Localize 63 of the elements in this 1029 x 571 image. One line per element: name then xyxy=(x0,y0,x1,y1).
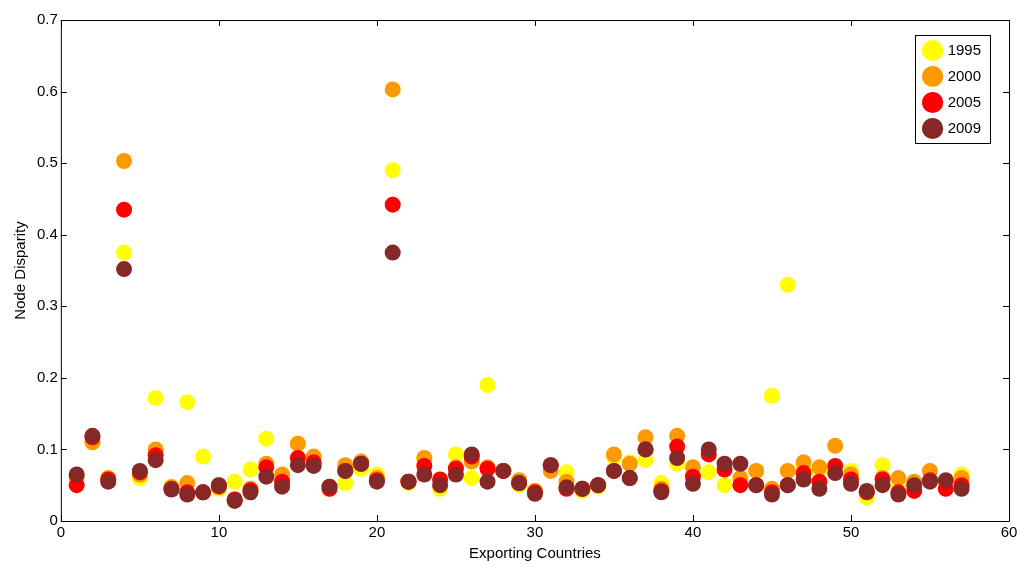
point xyxy=(384,196,401,213)
point xyxy=(811,480,828,497)
x-tick-label: 20 xyxy=(368,523,386,541)
x-tick-label: 50 xyxy=(842,523,860,541)
x-axis-title: Exporting Countries xyxy=(469,544,601,562)
point xyxy=(258,430,275,447)
point xyxy=(147,389,164,406)
point xyxy=(463,470,480,487)
point xyxy=(827,465,844,482)
legend-label: 2005 xyxy=(947,92,982,110)
point xyxy=(716,455,733,472)
point xyxy=(732,477,749,494)
point xyxy=(274,478,291,495)
y-tick-label: 0.3 xyxy=(36,296,58,314)
y-tick-label: 0.4 xyxy=(36,224,58,242)
point xyxy=(479,473,496,490)
point xyxy=(795,471,812,488)
y-tick-label: 0.7 xyxy=(36,10,58,28)
point xyxy=(226,473,243,490)
point xyxy=(179,394,196,411)
point xyxy=(842,475,859,492)
point xyxy=(827,437,844,454)
point xyxy=(732,455,749,472)
x-tick-label: 30 xyxy=(526,523,544,541)
point xyxy=(258,468,275,485)
point xyxy=(763,387,780,404)
y-tick-label: 0 xyxy=(49,511,58,529)
point xyxy=(195,448,212,465)
legend-label: 2009 xyxy=(947,118,982,136)
point xyxy=(384,162,401,179)
point xyxy=(874,477,891,494)
point xyxy=(906,477,923,494)
point xyxy=(684,475,701,492)
point xyxy=(716,477,733,494)
point xyxy=(116,201,133,218)
point xyxy=(384,81,401,98)
y-tick-label: 0.1 xyxy=(36,439,58,457)
point xyxy=(447,446,464,463)
legend-label: 2000 xyxy=(947,66,982,84)
point xyxy=(242,461,259,478)
point xyxy=(890,470,907,487)
point xyxy=(147,452,164,469)
y-axis-title: Node Disparity xyxy=(11,220,29,320)
y-tick-label: 0.2 xyxy=(36,368,58,385)
point xyxy=(116,244,133,261)
point xyxy=(479,377,496,394)
point xyxy=(116,153,133,169)
point xyxy=(416,466,433,483)
point xyxy=(779,462,796,479)
point xyxy=(779,276,796,293)
y-tick-label: 0.5 xyxy=(36,153,58,171)
point xyxy=(669,450,686,467)
x-tick-label: 10 xyxy=(210,523,228,541)
x-tick-label: 60 xyxy=(1000,523,1018,541)
point xyxy=(384,244,401,261)
point xyxy=(700,441,717,458)
x-tick-label: 40 xyxy=(684,523,702,541)
y-tick-label: 0.6 xyxy=(36,81,58,99)
legend-label: 1995 xyxy=(947,40,982,58)
point xyxy=(700,464,717,481)
point xyxy=(289,457,306,474)
point xyxy=(116,261,133,278)
point xyxy=(447,466,464,483)
